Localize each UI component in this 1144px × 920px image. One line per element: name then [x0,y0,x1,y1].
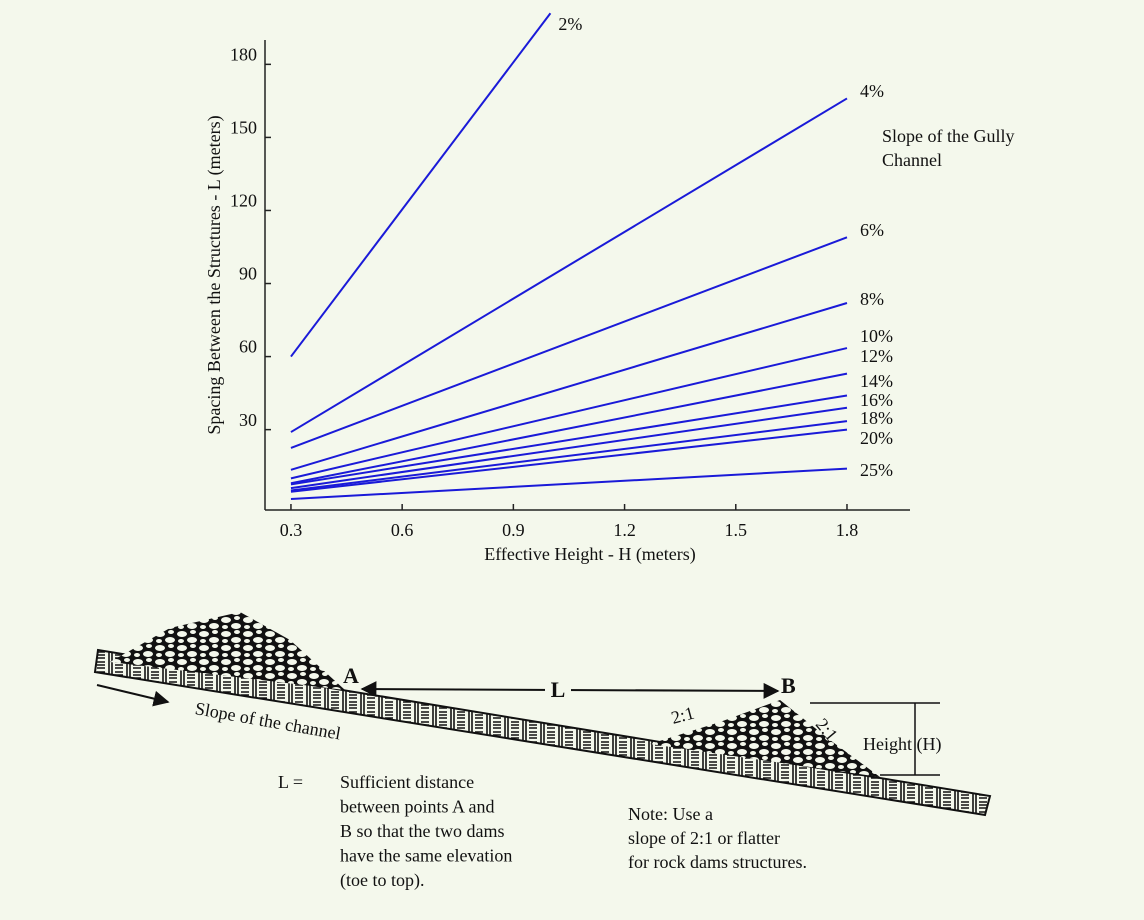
note-line: for rock dams structures. [628,852,807,872]
rock-dam [650,700,880,777]
height-bracket [810,702,940,776]
definition-line: B so that the two dams [340,821,505,841]
x-tick-label: 1.5 [725,520,748,540]
series-label: 2% [558,14,582,34]
chart: 0.3 0.6 0.9 1.2 1.5 1.8 30 60 90 120 150 180 Effecti… [204,12,1015,565]
series-line [290,394,848,486]
legend-title: Channel [882,150,942,170]
definition-line: have the same elevation [340,846,512,866]
x-tick-label: 0.3 [280,520,303,540]
x-tick-label: 1.2 [613,520,636,540]
y-axis-label: Spacing Between the Structures - L (mete… [204,115,225,434]
point-label: B [781,673,796,698]
series-label: 14% [860,371,893,391]
series-line [290,236,848,449]
note-line: Note: Use a [628,804,713,824]
series-label: 12% [860,346,893,366]
slope-arrow [96,684,170,707]
point-label: A [343,663,359,688]
definition-term: L = [278,772,303,792]
series-line [290,12,552,358]
y-tick-label: 180 [230,44,257,64]
series-line [290,406,848,490]
x-tick-label: 0.6 [391,520,414,540]
rock-dam [110,612,345,690]
definition-line: (toe to top). [340,870,424,891]
x-axis-label: Effective Height - H (meters) [484,544,696,565]
height-label: Height (H) [863,734,941,755]
series-line [290,467,848,501]
y-tick-label: 120 [230,191,257,211]
y-tick-label: 90 [239,264,257,284]
legend-title: Slope of the Gully [882,126,1015,146]
y-tick-label: 60 [239,337,257,357]
y-tick-label: 150 [230,118,257,138]
series-label: 18% [860,408,893,428]
x-tick-label: 1.8 [836,520,859,540]
series-line [290,97,848,433]
series-line [290,420,848,492]
definition-line: Sufficient distance [340,772,474,792]
series-line [290,428,848,493]
series-label: 16% [860,390,893,410]
label-bg [545,678,571,704]
series-line [290,302,848,471]
y-tick-label: 30 [239,410,257,430]
series-line [290,372,848,485]
series-line [290,347,848,480]
series-label: 10% [860,326,893,346]
series-label: 20% [860,428,893,448]
distance-label: L [551,677,566,702]
note-line: slope of 2:1 or flatter [628,828,780,848]
series-label: 4% [860,81,884,101]
definition-line: between points A and [340,797,494,817]
series-label: 8% [860,289,884,309]
series-label: 25% [860,460,893,480]
series-label: 6% [860,220,884,240]
x-tick-label: 0.9 [502,520,525,540]
